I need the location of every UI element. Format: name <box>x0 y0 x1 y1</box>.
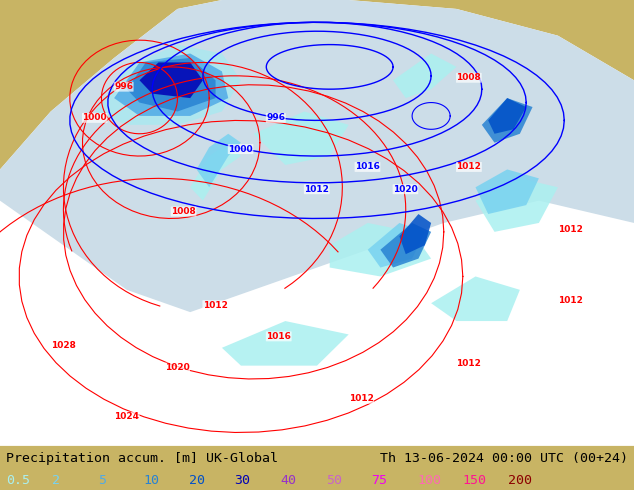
Polygon shape <box>368 223 425 268</box>
Text: 100: 100 <box>417 474 441 487</box>
Polygon shape <box>222 321 349 366</box>
Text: 1012: 1012 <box>203 301 228 310</box>
Text: 1020: 1020 <box>393 185 418 194</box>
Text: 1000: 1000 <box>82 113 107 122</box>
Text: Precipitation accum. [m] UK-Global: Precipitation accum. [m] UK-Global <box>6 452 278 465</box>
Polygon shape <box>127 58 216 112</box>
Text: 1012: 1012 <box>456 359 481 368</box>
Text: 996: 996 <box>114 82 133 91</box>
Text: 75: 75 <box>372 474 387 487</box>
Text: 1016: 1016 <box>266 332 291 341</box>
Text: 1016: 1016 <box>355 163 380 172</box>
Text: 200: 200 <box>508 474 533 487</box>
Text: 40: 40 <box>280 474 296 487</box>
Polygon shape <box>431 276 520 321</box>
Text: 2: 2 <box>52 474 60 487</box>
Polygon shape <box>399 214 431 254</box>
Text: 996: 996 <box>266 113 285 122</box>
Polygon shape <box>476 170 539 214</box>
Text: 10: 10 <box>143 474 159 487</box>
Text: 1008: 1008 <box>456 74 481 82</box>
Text: 1012: 1012 <box>558 296 583 305</box>
Text: 1012: 1012 <box>558 225 583 234</box>
Text: 5: 5 <box>98 474 106 487</box>
Text: 50: 50 <box>326 474 342 487</box>
Text: 1012: 1012 <box>456 163 481 172</box>
Text: 1012: 1012 <box>349 394 373 403</box>
Text: 1024: 1024 <box>114 412 139 421</box>
Text: 1028: 1028 <box>51 341 75 350</box>
Polygon shape <box>393 53 456 98</box>
Polygon shape <box>488 98 526 134</box>
Polygon shape <box>380 223 431 268</box>
Text: 150: 150 <box>463 474 487 487</box>
Polygon shape <box>95 45 241 125</box>
Text: 30: 30 <box>235 474 250 487</box>
Text: 1020: 1020 <box>165 363 190 372</box>
Polygon shape <box>114 53 228 116</box>
Polygon shape <box>139 62 203 98</box>
Text: 20: 20 <box>189 474 205 487</box>
Text: 1012: 1012 <box>304 185 329 194</box>
Polygon shape <box>254 112 349 165</box>
Text: 1000: 1000 <box>228 145 253 153</box>
Polygon shape <box>330 223 431 276</box>
Polygon shape <box>190 143 241 201</box>
Polygon shape <box>476 178 558 232</box>
Polygon shape <box>482 98 533 143</box>
Text: 1008: 1008 <box>171 207 196 216</box>
Text: Th 13-06-2024 00:00 UTC (00+24): Th 13-06-2024 00:00 UTC (00+24) <box>380 452 628 465</box>
Polygon shape <box>0 0 634 312</box>
Polygon shape <box>0 0 634 446</box>
Polygon shape <box>197 134 241 187</box>
Text: 0.5: 0.5 <box>6 474 30 487</box>
